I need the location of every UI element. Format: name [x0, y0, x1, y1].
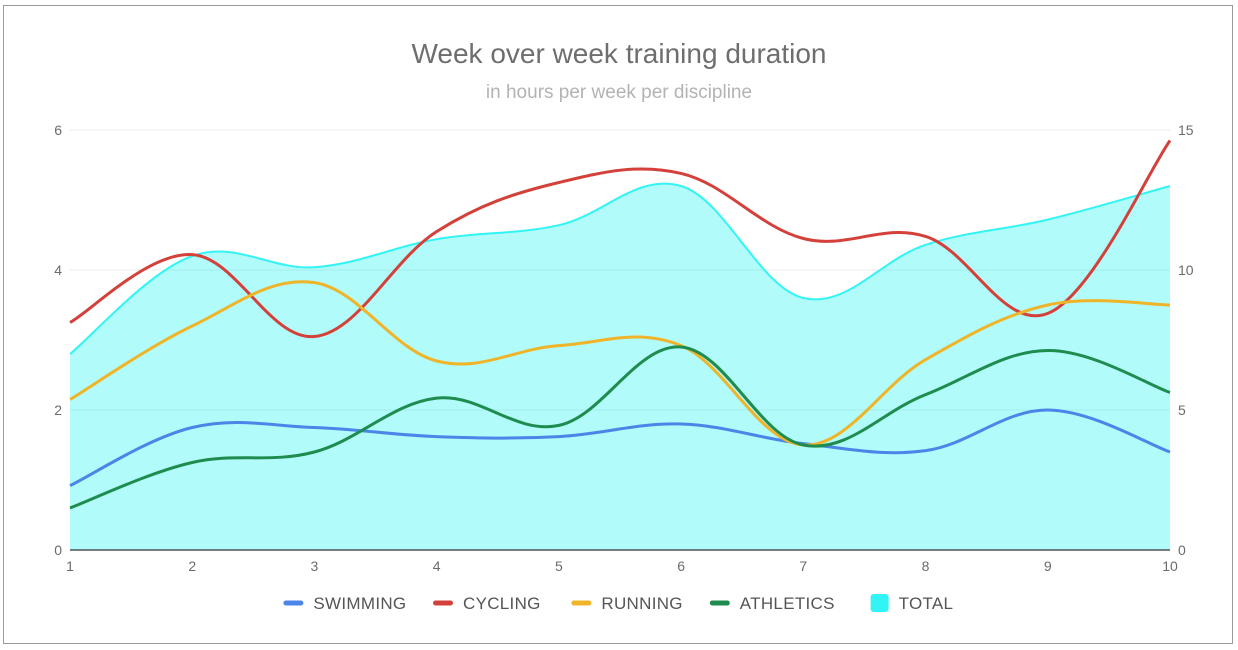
legend-item-athletics[interactable]: ATHLETICS: [709, 594, 835, 613]
chart-title: Week over week training duration: [411, 38, 826, 69]
x-tick-label: 6: [677, 558, 685, 574]
y-right-tick-label: 15: [1178, 122, 1194, 138]
legend-item-running[interactable]: RUNNING: [571, 594, 683, 613]
x-tick-label: 10: [1162, 558, 1178, 574]
tick-labels: 0 2 4 6 0 5 10 15 1 2 3 4 5 6 7 8 9 10: [54, 122, 1194, 574]
legend-label: SWIMMING: [313, 594, 406, 613]
y-left-tick-label: 0: [54, 542, 62, 558]
y-left-tick-label: 4: [54, 262, 62, 278]
legend-item-cycling[interactable]: CYCLING: [433, 594, 541, 613]
x-tick-label: 8: [922, 558, 930, 574]
legend-marker: [571, 600, 592, 606]
y-left-tick-label: 2: [54, 402, 62, 418]
x-tick-label: 2: [188, 558, 196, 574]
series-cycling-line: [69, 139, 1172, 339]
legend-item-total[interactable]: TOTAL: [870, 594, 954, 613]
legend-label: ATHLETICS: [740, 594, 835, 613]
legend: SWIMMING CYCLING RUNNING ATHLETICS TOTAL: [283, 594, 953, 613]
x-tick-label: 4: [433, 558, 441, 574]
y-right-tick-label: 0: [1178, 542, 1186, 558]
x-tick-label: 7: [799, 558, 807, 574]
chart-subtitle: in hours per week per discipline: [486, 82, 752, 103]
legend-label: CYCLING: [463, 594, 541, 613]
line-series-layer: [69, 139, 1172, 510]
x-tick-label: 1: [66, 558, 74, 574]
area-series-layer: [69, 182, 1171, 550]
series-running-line: [69, 280, 1171, 447]
series-athletics-line: [69, 345, 1171, 510]
legend-item-swimming[interactable]: SWIMMING: [283, 594, 406, 613]
x-tick-label: 9: [1044, 558, 1052, 574]
y-right-tick-label: 10: [1178, 262, 1194, 278]
chart-frame: [3, 5, 1233, 644]
y-right-tick-label: 5: [1178, 402, 1186, 418]
legend-marker: [283, 600, 304, 606]
x-tick-label: 3: [311, 558, 319, 574]
legend-marker: [433, 600, 453, 606]
legend-label: TOTAL: [899, 594, 954, 613]
series-total-area: [70, 183, 1170, 550]
legend-marker: [709, 600, 730, 606]
y-left-tick-label: 6: [54, 122, 62, 138]
series-total-edge: [69, 182, 1171, 355]
legend-marker: [870, 594, 889, 612]
series-swimming-line: [69, 408, 1171, 487]
legend-label: RUNNING: [601, 594, 682, 613]
x-tick-label: 5: [555, 558, 563, 574]
